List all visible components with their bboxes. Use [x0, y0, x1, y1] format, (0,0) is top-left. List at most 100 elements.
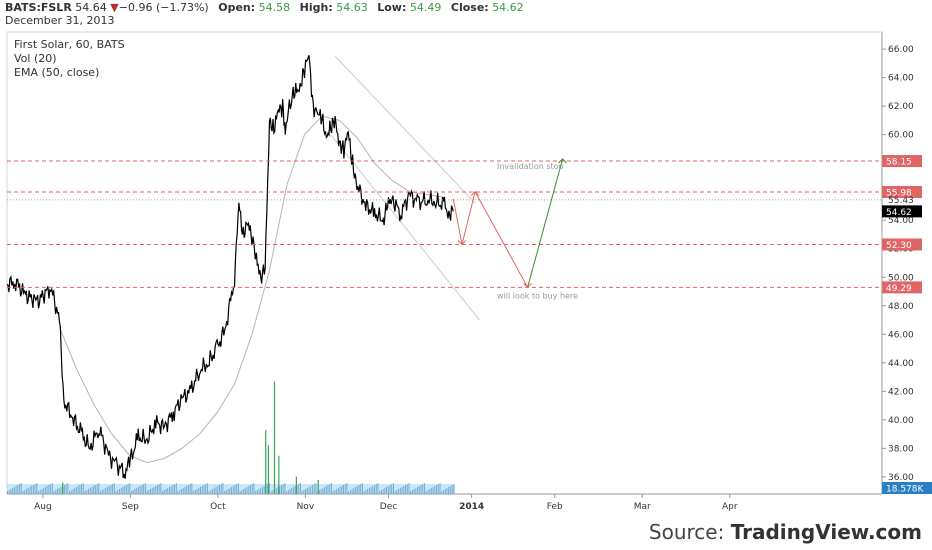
volume-bar — [20, 483, 22, 494]
volume-bar — [422, 484, 424, 494]
volume-bar — [143, 484, 145, 494]
low-value: 54.49 — [409, 1, 442, 14]
volume-spike — [62, 482, 64, 494]
volume-bar — [392, 483, 394, 494]
volume-bar — [294, 486, 296, 494]
level-badge — [882, 281, 922, 294]
volume-bar — [332, 491, 334, 494]
volume-bar — [87, 489, 89, 494]
volume-bar — [351, 489, 353, 494]
volume-bar — [106, 487, 108, 494]
volume-bar — [375, 484, 377, 494]
volume-bar — [417, 487, 419, 494]
volume-bar — [124, 486, 126, 494]
volume-bar — [244, 488, 246, 494]
ema-legend[interactable]: EMA (50, close) — [14, 66, 100, 79]
volume-spike — [267, 445, 269, 494]
y-tick-label: 44.00 — [888, 359, 914, 369]
volume-bar — [215, 487, 217, 494]
volume-bar — [410, 491, 412, 494]
volume-bar — [306, 488, 308, 494]
volume-bar — [22, 491, 24, 494]
volume-bar — [108, 486, 110, 494]
level-label: 49.29 — [886, 284, 912, 294]
watermark-brand: TradingView.com — [730, 520, 922, 544]
volume-bar — [277, 487, 279, 494]
volume-bar — [51, 483, 53, 494]
x-tick-label: Oct — [210, 502, 226, 512]
volume-bar — [17, 485, 19, 494]
volume-bar — [365, 490, 367, 494]
volume-bar — [429, 489, 431, 494]
volume-bar — [175, 483, 177, 494]
volume-bar — [74, 488, 76, 494]
volume-bar — [184, 487, 186, 494]
volume-bar — [113, 483, 115, 494]
y-tick-label: 36.00 — [888, 473, 914, 483]
volume-bar — [287, 490, 289, 494]
volume-bar — [325, 486, 327, 494]
volume-bar — [396, 490, 398, 494]
volume-bar — [210, 490, 212, 494]
projection-down-line — [452, 190, 529, 288]
volume-bar — [442, 490, 444, 494]
volume-bar — [389, 485, 391, 494]
x-tick-label: 2014 — [459, 502, 484, 512]
level-label: 55.98 — [886, 188, 912, 198]
volume-bar — [120, 488, 122, 494]
volume-bar — [448, 487, 450, 494]
volume-bar — [324, 487, 326, 494]
ema-line — [59, 115, 445, 464]
volume-bar — [284, 483, 286, 494]
volume-bar — [15, 486, 17, 494]
volume-bar — [437, 484, 439, 494]
session-date: December 31, 2013 — [5, 14, 115, 27]
volume-bar — [187, 485, 189, 494]
volume-bar — [434, 486, 436, 494]
volume-bar — [298, 484, 300, 494]
y-tick-label: 46.00 — [888, 330, 914, 340]
volume-bar — [253, 483, 255, 494]
volume-bar — [377, 483, 379, 494]
symbol[interactable]: BATS:FSLR — [5, 1, 72, 14]
volume-bar — [374, 485, 376, 494]
volume-bar — [341, 486, 343, 494]
volume-bar — [327, 485, 329, 494]
volume-bar — [420, 485, 422, 494]
volume-bar — [139, 486, 141, 494]
volume-bar — [363, 491, 365, 494]
volume-spike — [278, 455, 280, 494]
volume-bar — [232, 486, 234, 494]
volume-bar — [189, 484, 191, 494]
volume-bar — [384, 488, 386, 494]
volume-bar — [179, 490, 181, 494]
volume-bar — [150, 489, 152, 494]
volume-bar — [430, 488, 432, 494]
volume-bar — [449, 486, 451, 494]
volume-bar — [355, 487, 357, 494]
volume-bar — [301, 491, 303, 494]
volume-bar — [158, 484, 160, 494]
volume-bar — [243, 489, 245, 494]
volume-badge — [882, 482, 932, 494]
volume-bar — [256, 490, 258, 494]
volume-bar — [444, 489, 446, 494]
level-badge — [882, 155, 922, 168]
volume-bar — [146, 491, 148, 494]
volume-bar — [413, 489, 415, 494]
volume-bar — [337, 488, 339, 494]
volume-bar — [41, 489, 43, 494]
volume-bar — [119, 489, 120, 494]
volume-bar — [305, 489, 307, 494]
volume-bar — [205, 484, 207, 494]
volume-bar — [191, 483, 193, 494]
volume-bar — [436, 485, 438, 494]
volume-bar — [299, 483, 301, 494]
volume-bar — [343, 485, 344, 494]
high-value: 54.63 — [336, 1, 368, 14]
volume-legend[interactable]: Vol (20) — [14, 52, 57, 65]
volume-bar — [56, 489, 58, 494]
y-tick-label: 38.00 — [888, 444, 914, 454]
volume-bar — [330, 483, 332, 494]
projection-up-line — [527, 158, 564, 288]
